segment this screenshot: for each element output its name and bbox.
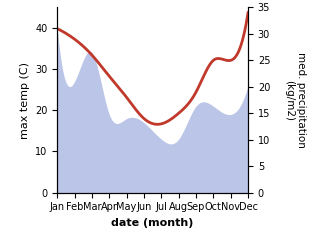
Y-axis label: med. precipitation
(kg/m2): med. precipitation (kg/m2) — [284, 52, 306, 148]
Y-axis label: max temp (C): max temp (C) — [20, 62, 30, 139]
X-axis label: date (month): date (month) — [111, 218, 194, 228]
